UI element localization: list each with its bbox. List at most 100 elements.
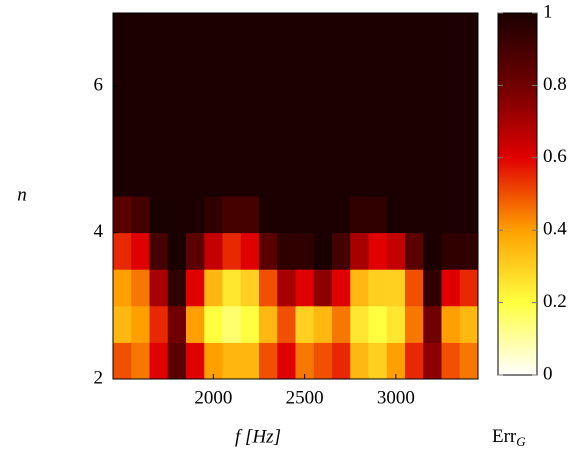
heatmap-cell — [441, 196, 461, 234]
heatmap-cell — [368, 342, 388, 380]
heatmap-cell — [131, 122, 150, 160]
colorbar-tick-label: 0.8 — [543, 74, 567, 95]
heatmap-cell — [332, 86, 351, 124]
heatmap-cell — [149, 122, 169, 160]
heatmap-cell — [222, 269, 242, 307]
heatmap-cell — [423, 122, 442, 160]
heatmap-cell — [459, 49, 479, 87]
heatmap-cell — [149, 196, 169, 234]
heatmap-cell — [350, 13, 369, 51]
x-tick-label: 2000 — [194, 387, 232, 408]
heatmap-cell — [240, 196, 260, 234]
heatmap-cell — [240, 232, 260, 270]
heatmap-cell — [167, 232, 187, 270]
heatmap-cell — [313, 232, 333, 270]
heatmap-cell — [295, 122, 315, 160]
heatmap-cell — [186, 13, 205, 51]
heatmap-cell — [295, 49, 315, 87]
heatmap-cell — [386, 269, 406, 307]
heatmap-cell — [222, 159, 242, 197]
heatmap-cell — [131, 86, 150, 124]
heatmap-cell — [386, 305, 406, 343]
heatmap-cell — [131, 269, 150, 307]
colorbar-tick-label: 0.2 — [543, 291, 567, 312]
heatmap-cell — [131, 159, 150, 197]
heatmap-cell — [113, 305, 132, 343]
heatmap-cell — [423, 342, 442, 380]
heatmap-cell — [259, 122, 278, 160]
heatmap-cell — [386, 232, 406, 270]
heatmap-cell — [167, 305, 187, 343]
heatmap-cell — [405, 86, 424, 124]
heatmap-cell — [240, 13, 260, 51]
heatmap-cell — [113, 13, 132, 51]
colorbar-tick-label: 0.4 — [543, 219, 567, 240]
heatmap-cell — [113, 196, 132, 234]
heatmap-cell — [459, 342, 479, 380]
heatmap-cell — [313, 196, 333, 234]
heatmap-cell — [204, 269, 223, 307]
y-tick-label: 2 — [94, 367, 104, 388]
heatmap-cell — [149, 13, 169, 51]
heatmap-cell — [313, 269, 333, 307]
heatmap-cell — [459, 196, 479, 234]
heatmap-cell — [386, 159, 406, 197]
heatmap-cell — [405, 13, 424, 51]
heatmap-cell — [423, 49, 442, 87]
heatmap-cell — [240, 86, 260, 124]
heatmap-cell — [386, 122, 406, 160]
heatmap-cell — [295, 342, 315, 380]
heatmap-cell — [167, 49, 187, 87]
heatmap-cell — [459, 232, 479, 270]
colorbar-tick-label: 0.6 — [543, 146, 567, 167]
heatmap-cell — [131, 305, 150, 343]
colorbar-label: ErrG — [492, 426, 526, 449]
heatmap-cell — [350, 196, 369, 234]
heatmap-cell — [113, 159, 132, 197]
heatmap-cell — [332, 49, 351, 87]
heatmap-cell — [240, 49, 260, 87]
heatmap-cell — [423, 159, 442, 197]
heatmap-cell — [332, 159, 351, 197]
heatmap-cell — [350, 342, 369, 380]
heatmap-cell — [368, 49, 388, 87]
x-tick-label: 2500 — [286, 387, 324, 408]
heatmap-cell — [441, 232, 461, 270]
heatmap-cell — [186, 196, 205, 234]
heatmap-cell — [186, 86, 205, 124]
heatmap-cell — [332, 342, 351, 380]
heatmap-cell — [350, 305, 369, 343]
y-tick-label: 6 — [94, 75, 104, 96]
heatmap-cell — [204, 13, 223, 51]
heatmap-cell — [368, 13, 388, 51]
heatmap-cell — [386, 49, 406, 87]
heatmap-cell — [167, 196, 187, 234]
heatmap-cell — [423, 269, 442, 307]
heatmap — [113, 13, 479, 380]
heatmap-cell — [113, 232, 132, 270]
heatmap-cell — [313, 49, 333, 87]
heatmap-cell — [204, 86, 223, 124]
heatmap-cell — [259, 159, 278, 197]
heatmap-cell — [222, 305, 242, 343]
heatmap-cell — [405, 49, 424, 87]
heatmap-cell — [167, 86, 187, 124]
colorbar-label-main: Err — [492, 426, 517, 447]
heatmap-cell — [131, 49, 150, 87]
heatmap-cell — [259, 269, 278, 307]
heatmap-cell — [186, 269, 205, 307]
heatmap-cell — [423, 232, 442, 270]
heatmap-cell — [332, 196, 351, 234]
heatmap-cell — [441, 269, 461, 307]
heatmap-cell — [295, 232, 315, 270]
heatmap-cell — [186, 49, 205, 87]
heatmap-cell — [459, 13, 479, 51]
heatmap-cell — [441, 86, 461, 124]
heatmap-cell — [259, 342, 278, 380]
heatmap-cell — [459, 86, 479, 124]
heatmap-cell — [240, 269, 260, 307]
heatmap-cell — [204, 305, 223, 343]
colorbar-label-sub: G — [516, 434, 526, 449]
heatmap-cell — [368, 196, 388, 234]
